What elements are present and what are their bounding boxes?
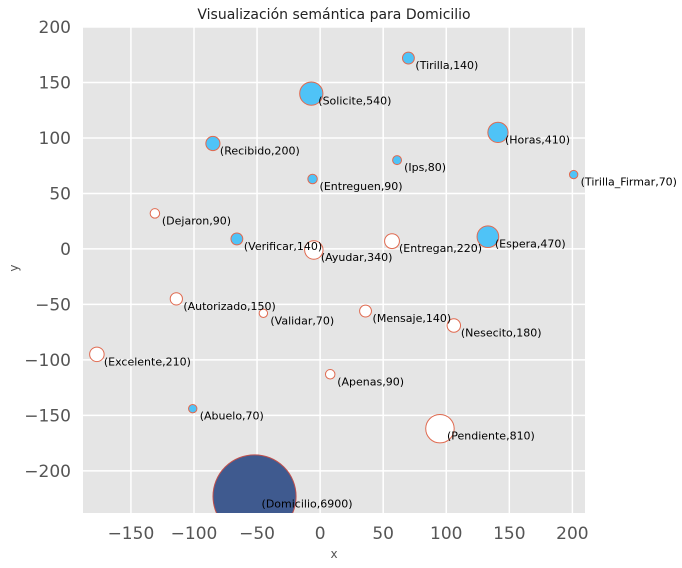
x-axis-label: x — [330, 547, 337, 561]
chart-title: Visualización semántica para Domicilio — [197, 7, 470, 23]
data-points — [89, 51, 579, 513]
point-autorizado — [169, 292, 183, 306]
x-tick-label: −100 — [171, 524, 218, 544]
label-autorizado: (Autorizado,150) — [183, 300, 275, 313]
point-horas — [487, 121, 509, 144]
y-axis-label: y — [7, 264, 21, 271]
point-excelente — [89, 346, 105, 363]
label-ayudar: (Ayudar,340) — [321, 251, 393, 264]
label-excelente: (Excelente,210) — [104, 355, 191, 368]
label-tirilla: (Tirilla,140) — [415, 59, 478, 72]
y-tick-label: 200 — [39, 18, 71, 38]
y-tick-label: 0 — [60, 240, 71, 260]
point-pendiente — [425, 413, 455, 444]
point-validar — [258, 308, 269, 318]
label-apenas: (Apenas,90) — [337, 375, 404, 388]
point-recibido — [205, 135, 221, 152]
label-domicilio: (Domicilio,6900) — [262, 497, 353, 510]
point-entregan — [384, 233, 400, 250]
x-tick-label: −150 — [108, 524, 155, 544]
y-tick-label: 100 — [39, 129, 71, 149]
point-espera — [476, 225, 500, 249]
point-ips — [392, 155, 403, 166]
y-tick-label: 150 — [39, 73, 71, 93]
y-tick-label: −150 — [24, 406, 71, 426]
y-tick-label: −100 — [24, 351, 71, 371]
x-tick-labels: −150 −100 −50 0 50 100 150 200 — [108, 524, 589, 544]
label-ips: (Ips,80) — [404, 161, 446, 174]
x-tick-label: 50 — [372, 524, 394, 544]
label-abuelo: (Abuelo,70) — [200, 410, 264, 423]
label-mensaje: (Mensaje,140) — [373, 312, 452, 325]
point-solicite — [299, 81, 324, 106]
x-tick-label: −50 — [239, 524, 275, 544]
label-tirilla-firmar: (Tirilla_Firmar,70) — [581, 176, 677, 189]
x-tick-label: 150 — [493, 524, 525, 544]
point-apenas — [324, 369, 336, 380]
label-pendiente: (Pendiente,810) — [447, 430, 535, 443]
x-tick-label: 0 — [315, 524, 326, 544]
point-mensaje — [359, 304, 372, 318]
label-solicite: (Solicite,540) — [318, 95, 391, 108]
label-espera: (Espera,470) — [495, 238, 566, 251]
label-validar: (Validar,70) — [270, 314, 334, 327]
point-ayudar — [304, 240, 324, 260]
label-nesecito: (Nesecito,180) — [461, 326, 542, 339]
plot-background — [83, 27, 585, 513]
x-tick-label: 200 — [556, 524, 588, 544]
point-verificar — [230, 232, 244, 246]
y-tick-label: 50 — [49, 184, 71, 204]
point-dejaron — [149, 208, 161, 219]
label-entregan: (Entregan,220) — [399, 242, 482, 255]
point-nesecito — [446, 318, 462, 333]
label-dejaron: (Dejaron,90) — [162, 214, 231, 227]
point-tirilla-firmar — [568, 169, 579, 180]
label-recibido: (Recibido,200) — [220, 145, 300, 158]
label-entreguen: (Entreguen,90) — [320, 180, 403, 193]
point-entreguen — [307, 173, 318, 185]
y-tick-label: −50 — [35, 295, 71, 315]
point-abuelo — [188, 404, 198, 414]
y-tick-label: −200 — [24, 462, 71, 482]
point-labels: (Tirilla,140) (Solicite,540) (Horas,410) (R… — [104, 59, 677, 510]
x-tick-label: 100 — [430, 524, 462, 544]
grid-lines — [83, 26, 585, 513]
label-verificar: (Verificar,140) — [244, 240, 322, 253]
point-tirilla — [402, 51, 415, 65]
label-horas: (Horas,410) — [505, 133, 570, 146]
point-domicilio — [212, 454, 297, 513]
y-tick-labels: −200 −150 −100 −50 0 50 100 150 200 — [24, 18, 71, 482]
